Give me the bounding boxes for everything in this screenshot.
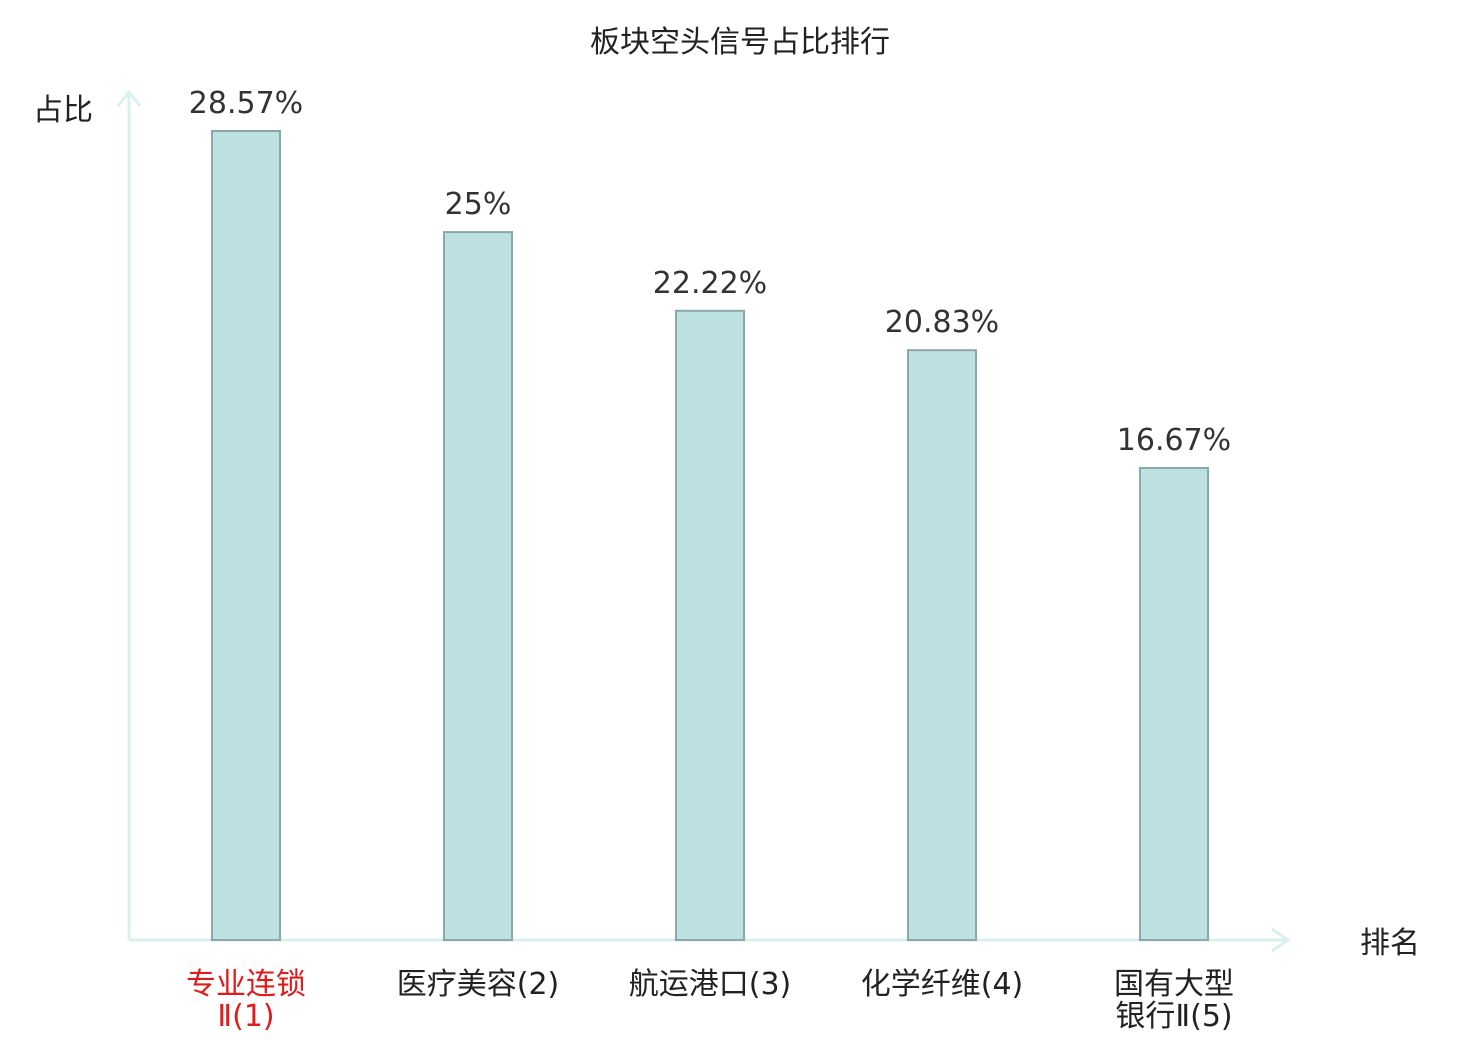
bar-value-label: 22.22% — [653, 266, 767, 301]
bar-value-label: 28.57% — [189, 86, 303, 121]
x-axis-label: 排名 — [1360, 926, 1420, 961]
bar — [1139, 466, 1209, 941]
x-tick-label: 国有大型 — [1114, 967, 1234, 1002]
bar-value-label: 20.83% — [885, 305, 999, 340]
x-tick-label: 银行Ⅱ(5) — [1115, 999, 1232, 1034]
bar — [443, 231, 513, 941]
x-tick-label: 化学纤维(4) — [861, 967, 1024, 1002]
bar — [675, 309, 745, 941]
x-tick-label: 医疗美容(2) — [397, 967, 560, 1002]
x-axis: 排名 — [129, 926, 1420, 961]
y-axis-arrow — [116, 89, 142, 107]
bar — [907, 349, 977, 941]
bar — [211, 130, 281, 941]
chart-title: 板块空头信号占比排行 — [590, 25, 890, 60]
value-labels: 28.57% 25% 22.22% 20.83% 16.67% — [189, 86, 1231, 458]
y-axis-label: 占比 — [33, 93, 93, 128]
bar-series — [211, 130, 1209, 941]
bar-value-label: 25% — [445, 187, 512, 222]
bar-value-label: 16.67% — [1117, 423, 1231, 458]
x-tick-label: Ⅱ(1) — [217, 999, 274, 1034]
y-axis: 占比 — [33, 89, 142, 940]
x-axis-arrow — [1271, 927, 1291, 953]
x-tick-label: 专业连锁 — [186, 967, 306, 1002]
x-tick-label: 航运港口(3) — [629, 967, 792, 1002]
